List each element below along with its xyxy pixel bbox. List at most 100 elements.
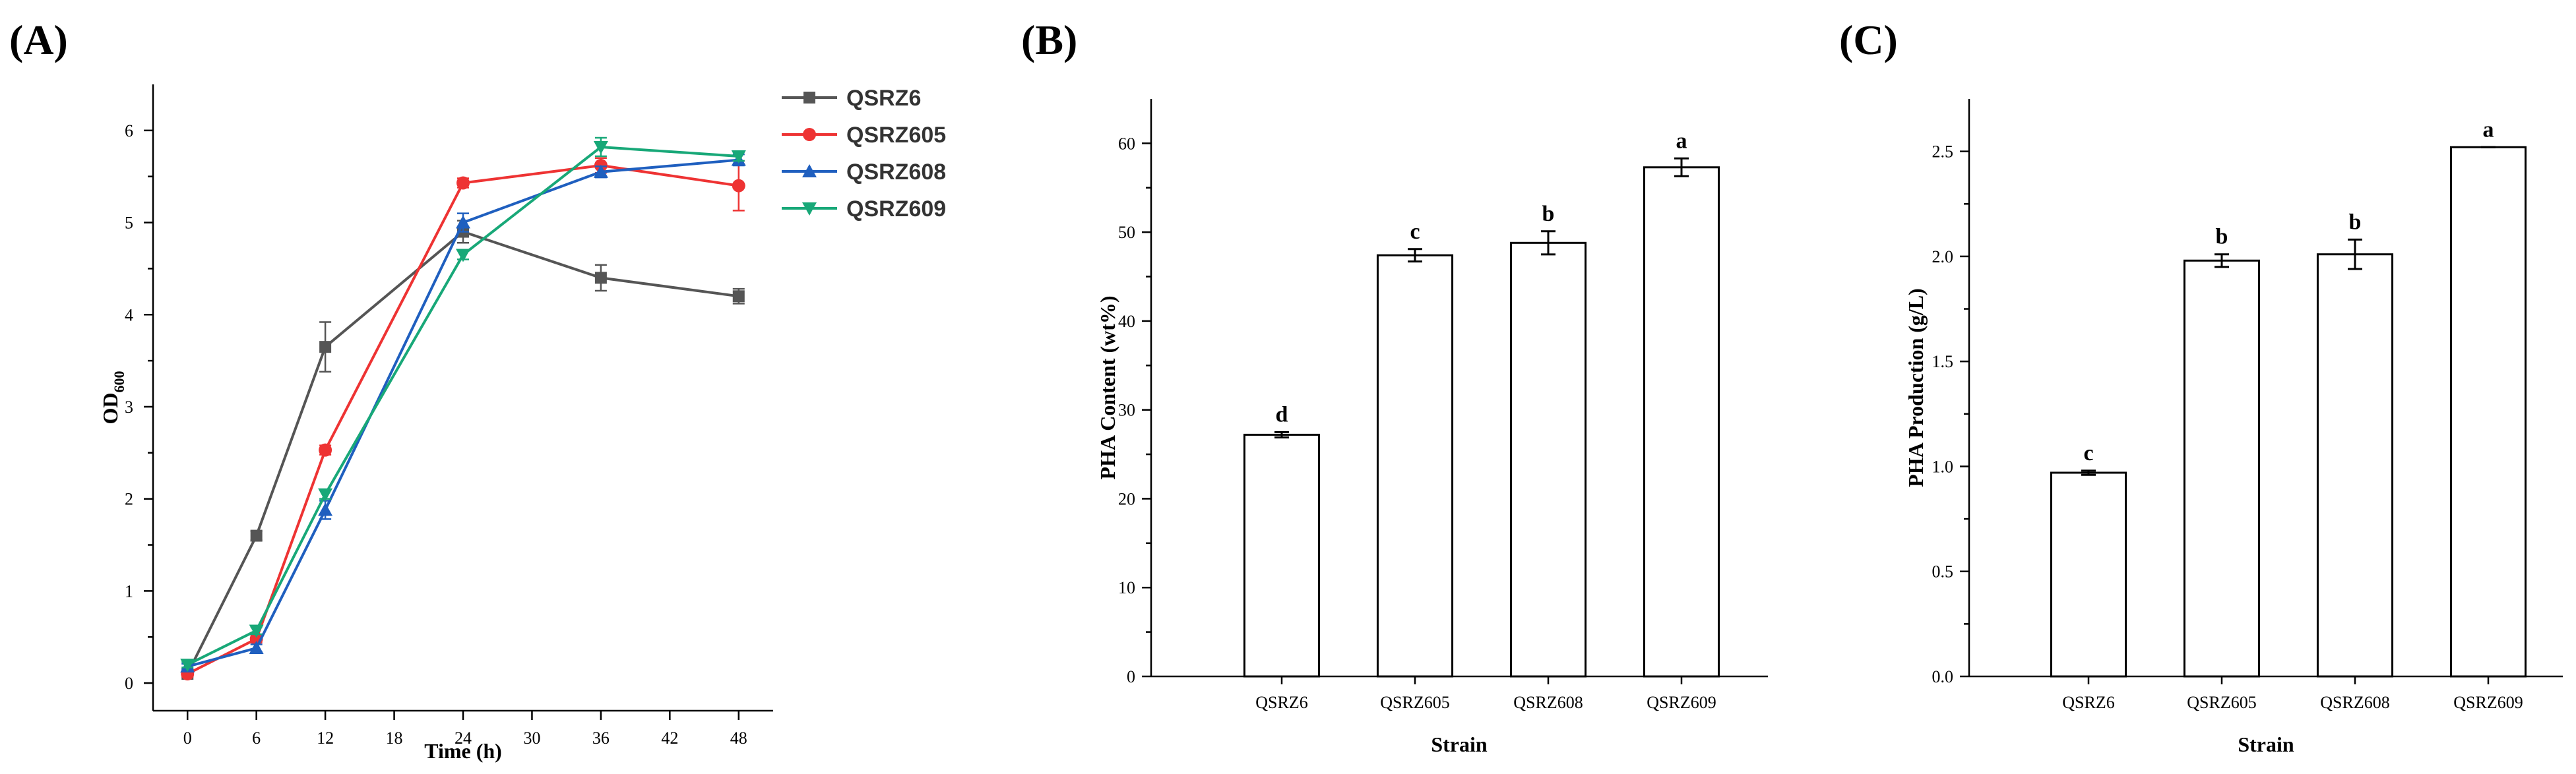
panel-b-x-tick-label: QSRZ605	[1380, 693, 1449, 712]
panel-c-y-tick-label: 2.0	[1932, 247, 1954, 266]
panel-c-bars: c QSRZ6 b QSRZ605 b QSRZ608 a QSRZ609	[2050, 117, 2527, 712]
panel-a-point	[180, 659, 195, 672]
panel-c-y-tick-label: 1.5	[1932, 352, 1954, 371]
panel-a-point	[732, 290, 745, 303]
panel-c-y-tick-label: 2.5	[1932, 142, 1954, 162]
panel-a-legend-marker	[802, 202, 817, 216]
panel-a-legend-marker	[803, 92, 815, 104]
panel-a-y-tick-label: 2	[125, 490, 133, 509]
panel-b-significance-letter: d	[1276, 402, 1288, 427]
panel-c-x-title: Strain	[2238, 732, 2294, 756]
panel-a-x-tick-label: 42	[661, 729, 678, 748]
panel-a-legend-item: QSRZ6	[782, 86, 921, 111]
panel-a-series-qsrz609	[180, 136, 746, 672]
panel-b-bar	[1509, 241, 1587, 678]
panel-c-x-tick-label: QSRZ6	[2062, 693, 2114, 712]
panel-b-y-title: PHA Content (wt%)	[1096, 295, 1119, 479]
panel-a-line-qsrz6	[186, 230, 739, 675]
panel-a-point	[594, 272, 607, 284]
panel-a-series	[180, 136, 746, 681]
panel-a-legend-label: QSRZ6	[846, 86, 921, 111]
panel-b-x-tick-label: QSRZ609	[1647, 693, 1716, 712]
panel-a-x-tick-label: 48	[730, 729, 747, 748]
panel-a-legend: QSRZ6 QSRZ605 QSRZ608 QSRZ609	[782, 86, 946, 222]
panel-b-bar	[1243, 433, 1321, 678]
panel-b-y-tick-label: 60	[1118, 134, 1135, 153]
panel-b-x-title: Strain	[1431, 732, 1488, 756]
panel-b-bar-group: b QSRZ608	[1509, 202, 1587, 712]
panel-b-bar	[1376, 254, 1454, 678]
panel-a-legend-label: QSRZ605	[846, 123, 946, 148]
panel-c-y-tick-label: 0.0	[1932, 667, 1954, 686]
panel-a-x-tick-label: 0	[183, 729, 192, 748]
panel-b-y-tick-label: 0	[1127, 667, 1135, 686]
panel-c-bar-group: b QSRZ608	[2316, 210, 2394, 712]
panel-a-legend-marker	[803, 128, 816, 141]
panel-a-y-tick-label: 3	[125, 398, 133, 417]
panel-a-point	[593, 164, 608, 178]
panel-b-y-tick-label: 50	[1118, 223, 1135, 242]
panel-a-point	[593, 141, 608, 154]
panel-a-point	[319, 443, 332, 457]
panel-a-line-qsrz609	[187, 145, 739, 666]
panel-a-x-tick-label: 6	[252, 729, 261, 748]
panel-b-significance-letter: a	[1676, 129, 1687, 153]
panel-c-bar	[2050, 471, 2127, 678]
panel-c-significance-letter: b	[2216, 225, 2228, 249]
panel-b-label: (B)	[1021, 16, 1077, 63]
panel-a-x-title: Time (h)	[424, 739, 502, 763]
panel-c-bar-group: a QSRZ609	[2449, 117, 2527, 712]
panel-b-significance-letter: c	[1410, 220, 1420, 244]
panel-b-y-tick-label: 10	[1118, 578, 1135, 597]
panel-c-bar	[2183, 259, 2261, 678]
panel-a-point	[318, 502, 333, 516]
panel-a-point	[456, 215, 470, 229]
panel-a-x-tick-label: 30	[523, 729, 540, 748]
panel-a-y-tick-label: 6	[125, 121, 133, 140]
panel-c-bar-group: b QSRZ605	[2183, 225, 2261, 712]
panel-a-legend-item: QSRZ608	[782, 160, 946, 185]
panel-c-y-tick-label: 1.0	[1932, 457, 1954, 476]
panel-a-point	[319, 341, 332, 353]
panel-a-point	[731, 150, 746, 164]
panel-a-point	[732, 179, 745, 193]
panel-c-significance-letter: c	[2083, 441, 2093, 465]
panel-b-y-tick-label: 40	[1118, 312, 1135, 331]
panel-a-point	[249, 641, 264, 654]
panel-a-point	[318, 488, 333, 502]
panel-a-legend-label: QSRZ609	[846, 196, 946, 222]
panel-a-y-tick-label: 4	[125, 305, 133, 324]
panel-b-bars: d QSRZ6 c QSRZ605 b QSRZ608 a QSRZ609	[1243, 129, 1720, 712]
panel-c-x-tick-label: QSRZ609	[2453, 693, 2523, 712]
panel-a-point	[249, 624, 264, 638]
panel-b-bar	[1643, 166, 1720, 678]
panel-a-x-ticks: 0 6 12 18 24 30 36 42 48	[183, 711, 747, 748]
panel-a-y-title: OD600	[98, 371, 127, 425]
panel-a-legend-item: QSRZ605	[782, 123, 946, 148]
panel-b: (B) 0 10 20 30 40 50 60 d QSRZ6 c QSRZ605 b QSRZ608…	[1021, 16, 1768, 756]
panel-c-y-tick-label: 0.5	[1932, 562, 1954, 581]
panel-b-x-tick-label: QSRZ6	[1255, 693, 1307, 712]
panel-c-bar	[2449, 146, 2527, 678]
panel-c-x-tick-label: QSRZ605	[2187, 693, 2256, 712]
panel-a-legend-marker	[802, 164, 817, 177]
panel-b-bar-group: c QSRZ605	[1376, 220, 1454, 712]
panel-a-y-tick-label: 1	[125, 581, 133, 601]
panel-c-significance-letter: b	[2349, 210, 2362, 234]
panel-a-legend-item: QSRZ609	[782, 196, 946, 222]
panel-a-x-tick-label: 18	[386, 729, 403, 748]
panel-a-y-tick-label: 0	[125, 674, 133, 693]
panel-c-y-ticks: 0.0 0.5 1.0 1.5 2.0 2.5	[1932, 142, 1969, 686]
panel-c-x-tick-label: QSRZ608	[2320, 693, 2389, 712]
panel-a-x-tick-label: 12	[317, 729, 334, 748]
panel-c-y-title: PHA Production (g/L)	[1904, 288, 1928, 487]
panel-a-x-tick-label: 24	[455, 729, 472, 748]
panel-b-y-tick-label: 30	[1118, 401, 1135, 420]
panel-a-label: (A)	[9, 16, 68, 63]
panel-c-bar	[2316, 253, 2394, 678]
panel-c-significance-letter: a	[2483, 117, 2494, 142]
panel-a-line-qsrz608	[187, 158, 739, 668]
panel-b-y-ticks: 0 10 20 30 40 50 60	[1118, 134, 1151, 686]
